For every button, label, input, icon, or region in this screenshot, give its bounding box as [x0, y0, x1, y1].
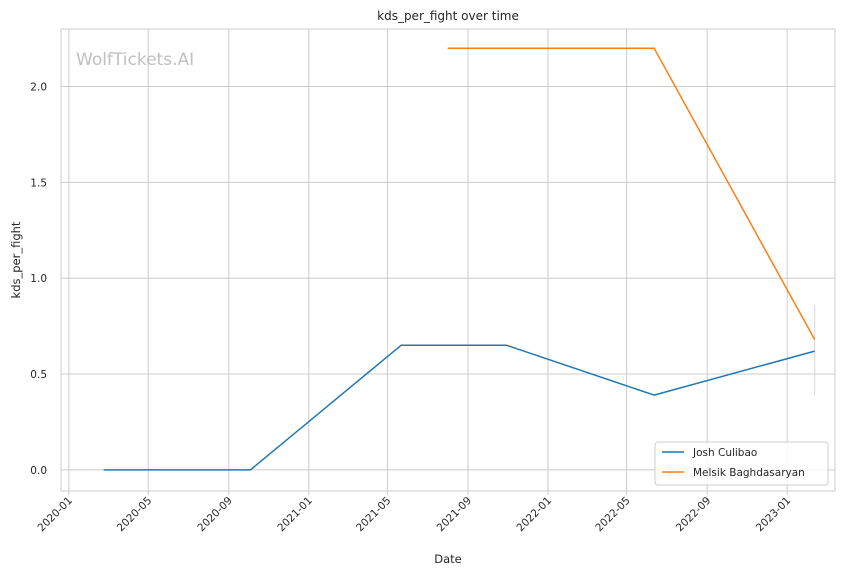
y-tick-label: 1.5	[30, 177, 47, 189]
y-tick-label: 0.0	[30, 465, 47, 477]
plot-frame	[60, 28, 836, 492]
y-tick-label: 0.5	[30, 369, 47, 381]
x-tick-label: 2023-01	[754, 495, 794, 535]
y-tick-label: 1.0	[30, 273, 47, 285]
legend-box	[654, 441, 829, 486]
series-line-melsik-baghdasaryan	[447, 47, 816, 340]
y-tick-label: 2.0	[30, 82, 47, 94]
watermark: WolfTickets.AI	[76, 50, 194, 70]
grid	[61, 29, 835, 495]
x-tick-label: 2020-09	[195, 495, 235, 535]
x-tick-label: 2021-01	[275, 495, 315, 535]
x-tick-label: 2021-05	[354, 495, 394, 535]
y-tick-labels: 0.0 0.5 1.0 1.5 2.0	[30, 82, 47, 477]
legend-label: Josh Culibao	[692, 447, 757, 459]
legend-items: Josh Culibao Melsik Baghdasaryan	[662, 447, 805, 479]
legend-label: Melsik Baghdasaryan	[693, 467, 805, 479]
series-layer	[103, 47, 816, 471]
x-tick-label: 2020-01	[35, 495, 75, 535]
series-line-josh-culibao	[103, 344, 815, 471]
chart-title: kds_per_fight over time	[377, 9, 519, 23]
y-axis-label: kds_per_fight	[9, 221, 23, 298]
x-axis-label: Date	[434, 552, 462, 566]
x-tick-labels: 2020-01 2020-05 2020-09 2021-01 2021-05 2021-…	[35, 495, 793, 535]
x-tick-label: 2021-09	[435, 495, 475, 535]
x-tick-label: 2020-05	[115, 495, 155, 535]
x-tick-label: 2022-05	[593, 495, 633, 535]
x-tick-label: 2022-01	[515, 495, 555, 535]
legend: Josh Culibao Melsik Baghdasaryan	[654, 441, 829, 486]
x-tick-label: 2022-09	[674, 495, 714, 535]
